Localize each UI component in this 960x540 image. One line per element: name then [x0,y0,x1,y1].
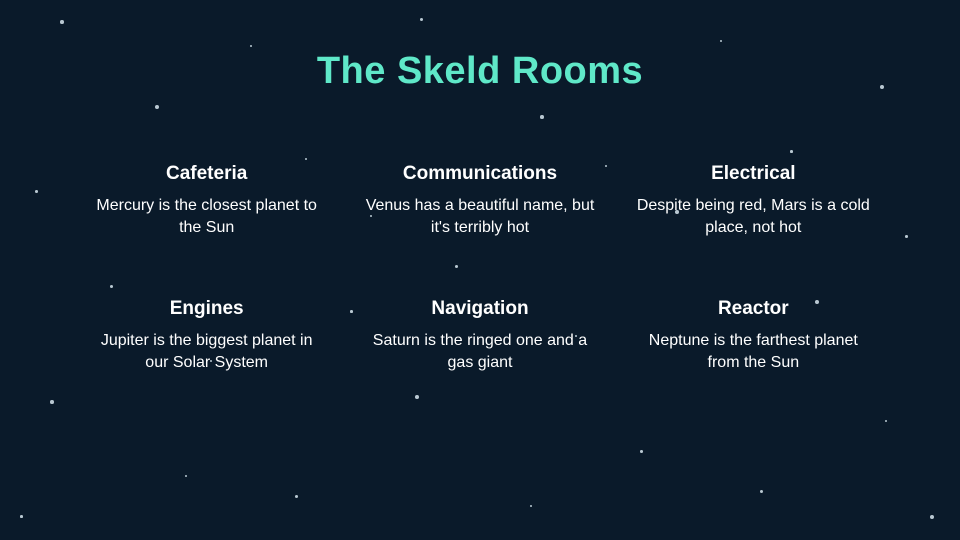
cell-body: Neptune is the farthest planet from the … [637,330,870,373]
cell-heading: Reactor [637,298,870,320]
cell-heading: Navigation [363,298,596,320]
grid-cell: Cafeteria Mercury is the closest planet … [90,163,323,238]
cell-heading: Cafeteria [90,163,323,185]
slide-container: The Skeld Rooms Cafeteria Mercury is the… [0,0,960,540]
grid-cell: Navigation Saturn is the ringed one and … [363,298,596,373]
cell-body: Jupiter is the biggest planet in our Sol… [90,330,323,373]
grid-cell: Reactor Neptune is the farthest planet f… [637,298,870,373]
cell-heading: Electrical [637,163,870,185]
cell-heading: Communications [363,163,596,185]
grid-cell: Communications Venus has a beautiful nam… [363,163,596,238]
grid-cell: Electrical Despite being red, Mars is a … [637,163,870,238]
cell-body: Mercury is the closest planet to the Sun [90,195,323,238]
cell-body: Saturn is the ringed one and a gas giant [363,330,596,373]
cell-body: Venus has a beautiful name, but it's ter… [363,195,596,238]
slide-title: The Skeld Rooms [60,50,900,93]
rooms-grid: Cafeteria Mercury is the closest planet … [60,163,900,373]
cell-body: Despite being red, Mars is a cold place,… [637,195,870,238]
grid-cell: Engines Jupiter is the biggest planet in… [90,298,323,373]
cell-heading: Engines [90,298,323,320]
